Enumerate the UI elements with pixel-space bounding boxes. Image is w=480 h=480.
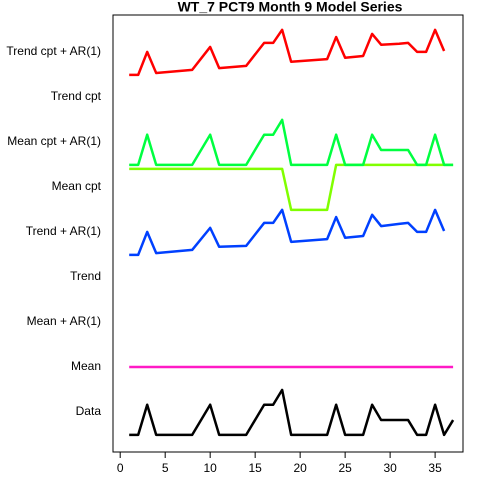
series-line (129, 118, 454, 167)
x-tick-label: 15 (248, 461, 262, 475)
x-tick-label: 20 (293, 461, 307, 475)
series-line (129, 208, 446, 257)
x-tick-label: 5 (162, 461, 169, 475)
y-tick-label: Trend cpt + AR(1) (6, 44, 101, 58)
x-tick-label: 0 (117, 461, 124, 475)
y-tick-label: Trend + AR(1) (26, 224, 101, 238)
series-line (129, 28, 446, 77)
x-tick-label: 25 (338, 461, 352, 475)
y-tick-label: Mean cpt (52, 179, 102, 193)
x-tick-label: 35 (428, 461, 442, 475)
y-tick-label: Trend (70, 269, 101, 283)
chart-title: WT_7 PCT9 Month 9 Model Series (178, 0, 403, 15)
series-line (129, 163, 454, 212)
y-tick-label: Mean + AR(1) (27, 314, 101, 328)
x-tick-label: 10 (203, 461, 217, 475)
plot-frame (112, 14, 464, 453)
y-tick-label: Mean cpt + AR(1) (7, 134, 101, 148)
y-tick-label: Mean (71, 359, 101, 373)
series-line (129, 388, 455, 437)
y-tick-label: Data (76, 404, 102, 418)
y-tick-label: Trend cpt (51, 89, 102, 103)
x-tick-label: 30 (383, 461, 397, 475)
